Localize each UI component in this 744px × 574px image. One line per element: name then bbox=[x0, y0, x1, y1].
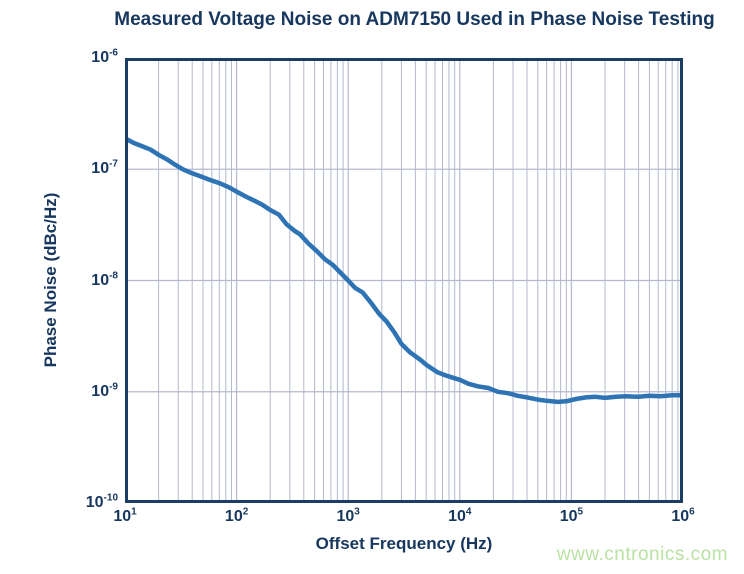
y-tick-label: 10-10 bbox=[85, 492, 118, 511]
plot-area bbox=[125, 58, 683, 503]
y-tick-label: 10-8 bbox=[91, 270, 118, 289]
x-tick-label: 103 bbox=[336, 506, 360, 525]
chart-title: Measured Voltage Noise on ADM7150 Used i… bbox=[114, 9, 715, 30]
x-tick-label: 105 bbox=[559, 506, 584, 525]
watermark: www.cntronics.com bbox=[556, 544, 728, 565]
x-tick-label: 106 bbox=[671, 506, 695, 525]
plot-border bbox=[125, 58, 683, 503]
y-tick-label: 10-9 bbox=[91, 381, 118, 400]
y-tick-label: 10-6 bbox=[91, 47, 118, 66]
x-tick-label: 101 bbox=[113, 506, 137, 525]
noise-curve bbox=[125, 135, 683, 405]
x-tick-label: 102 bbox=[224, 506, 249, 525]
y-tick-label: 10-7 bbox=[91, 158, 118, 178]
x-tick-label: 104 bbox=[448, 506, 472, 525]
x-axis-title: Offset Frequency (Hz) bbox=[315, 534, 493, 553]
